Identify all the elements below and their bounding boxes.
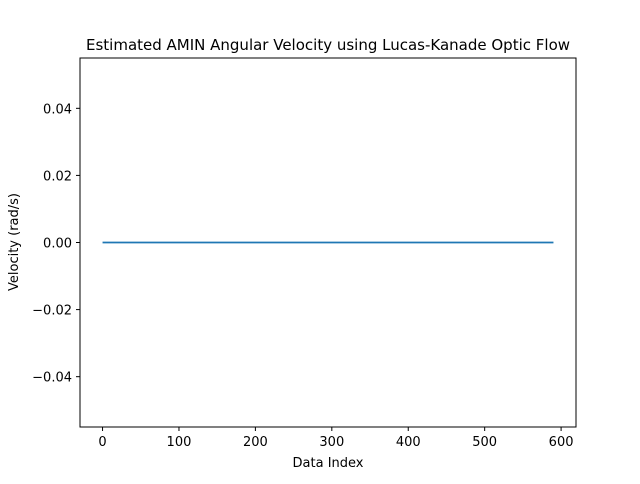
y-tick-label: 0.00 [43, 237, 72, 252]
x-tick-label: 200 [243, 435, 268, 450]
y-tick-label: 0.02 [43, 169, 72, 184]
y-axis-label: Velocity (rad/s) [7, 193, 22, 291]
y-tick-label: −0.02 [32, 304, 72, 319]
y-tick-label: 0.04 [43, 102, 72, 117]
y-axis-ticks: −0.04 −0.02 0.00 0.02 0.04 [32, 102, 80, 386]
plot-area [79, 57, 577, 428]
x-tick-label: 600 [549, 435, 574, 450]
x-tick-label: 500 [472, 435, 497, 450]
y-tick-label: −0.04 [32, 371, 72, 386]
x-tick-label: 0 [98, 435, 106, 450]
x-axis-label: Data Index [293, 456, 364, 471]
chart-title: Estimated AMIN Angular Velocity using Lu… [86, 36, 570, 54]
x-tick-label: 400 [396, 435, 421, 450]
x-tick-label: 300 [319, 435, 344, 450]
x-tick-label: 100 [167, 435, 192, 450]
x-axis-ticks: 0 100 200 300 400 500 600 [98, 427, 574, 450]
